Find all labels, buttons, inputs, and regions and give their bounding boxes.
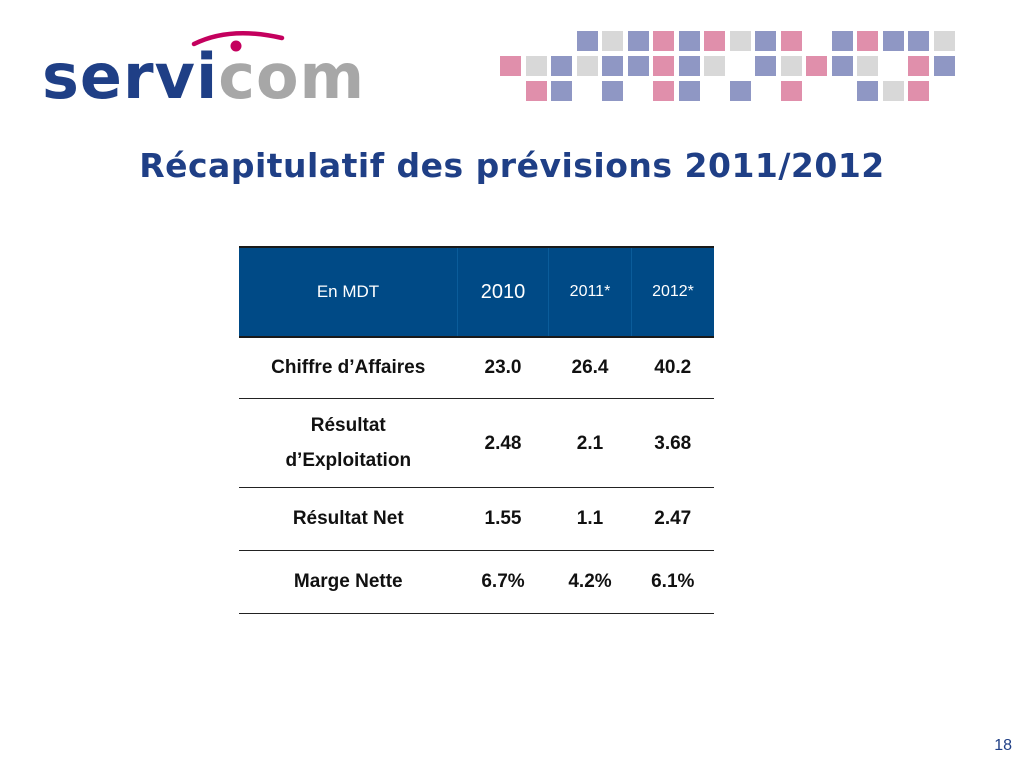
table-row: Marge Nette 6.7% 4.2% 6.1% [239, 550, 714, 614]
mosaic-square [908, 81, 929, 101]
page-number: 18 [994, 737, 1012, 754]
header-unit: En MDT [239, 246, 458, 338]
table-row: Résultat d’Exploitation 2.48 2.1 3.68 [239, 398, 714, 488]
mosaic-square [882, 31, 904, 51]
logo-wordmark: servicom [42, 40, 366, 113]
mosaic-square [729, 81, 751, 101]
cell-2011: 1.1 [548, 487, 632, 551]
mosaic-square [602, 31, 623, 51]
mosaic-square [678, 56, 700, 76]
cell-2011: 26.4 [548, 337, 632, 399]
mosaic-square [653, 81, 674, 101]
cell-2010: 1.55 [457, 487, 549, 551]
forecast-table: En MDT 2010 2011* 2012* Chiffre d’Affair… [239, 246, 714, 614]
mosaic-square [653, 56, 674, 76]
cell-2012: 3.68 [631, 398, 714, 488]
mosaic-square [857, 56, 878, 76]
cell-2010: 2.48 [457, 398, 549, 488]
mosaic-square [755, 31, 776, 51]
mosaic-square [729, 31, 751, 51]
row-label: Résultat Net [239, 487, 458, 551]
mosaic-square [704, 56, 725, 76]
cell-2011: 4.2% [548, 550, 632, 614]
cell-2011: 2.1 [548, 398, 632, 488]
mosaic-square [780, 81, 802, 101]
mosaic-square [806, 56, 827, 76]
mosaic-square [857, 31, 878, 51]
mosaic-square [704, 31, 725, 51]
mosaic-square [857, 81, 878, 101]
cell-2012: 40.2 [631, 337, 714, 399]
row-label: Marge Nette [239, 550, 458, 614]
mosaic-square [576, 56, 598, 76]
header-2010: 2010 [457, 246, 549, 338]
mosaic-square [627, 31, 649, 51]
header-2012: 2012* [631, 246, 714, 338]
table-header-row: En MDT 2010 2011* 2012* [239, 246, 714, 338]
table-row: Chiffre d’Affaires 23.0 26.4 40.2 [239, 337, 714, 399]
mosaic-square [678, 31, 700, 51]
mosaic-square [551, 81, 572, 101]
mosaic-square [678, 81, 700, 101]
mosaic-square [627, 56, 649, 76]
mosaic-square [831, 56, 853, 76]
mosaic-square [780, 31, 802, 51]
row-label: Chiffre d’Affaires [239, 337, 458, 399]
mosaic-square [500, 56, 521, 76]
mosaic-square [908, 56, 929, 76]
mosaic-square [933, 31, 955, 51]
table-row: Résultat Net 1.55 1.1 2.47 [239, 487, 714, 551]
mosaic-square [525, 56, 547, 76]
mosaic-square [780, 56, 802, 76]
cell-2010: 23.0 [457, 337, 549, 399]
mosaic-square [933, 56, 955, 76]
mosaic-square [576, 31, 598, 51]
servicom-logo: servicom [42, 28, 392, 108]
cell-2012: 2.47 [631, 487, 714, 551]
mosaic-square [908, 31, 929, 51]
row-label: Résultat d’Exploitation [239, 398, 458, 488]
logo-swoosh-icon [191, 30, 285, 52]
cell-2010: 6.7% [457, 550, 549, 614]
mosaic-square [602, 56, 623, 76]
header-2011: 2011* [548, 246, 632, 338]
mosaic-square [831, 31, 853, 51]
mosaic-square [602, 81, 623, 101]
mosaic-square [755, 56, 776, 76]
page-title: Récapitulatif des prévisions 2011/2012 [139, 146, 885, 185]
mosaic-square [551, 56, 572, 76]
mosaic-square [525, 81, 547, 101]
cell-2012: 6.1% [631, 550, 714, 614]
mosaic-square [882, 81, 904, 101]
mosaic-square [653, 31, 674, 51]
